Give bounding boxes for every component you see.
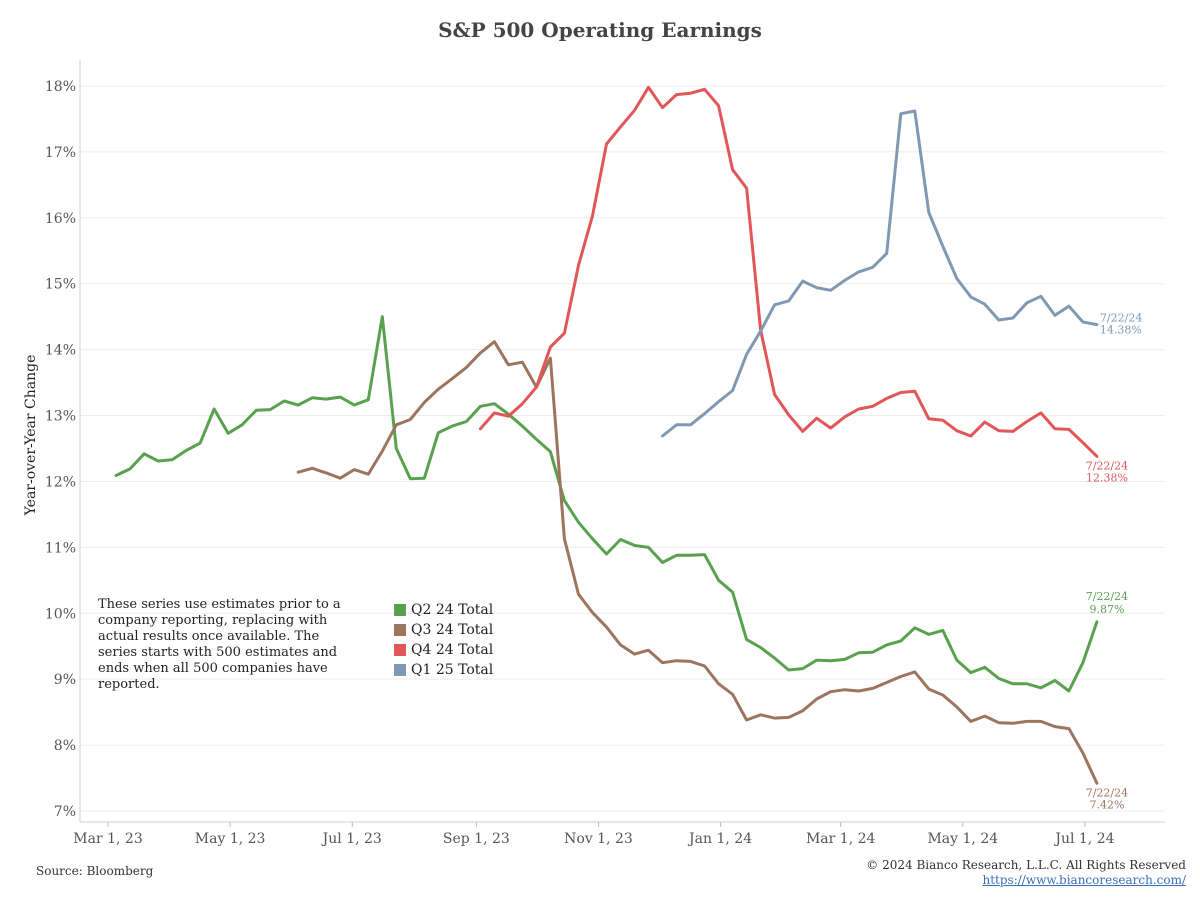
legend-swatch bbox=[394, 664, 406, 676]
legend: Q2 24 Total Q3 24 Total Q4 24 Total Q1 2… bbox=[394, 600, 493, 680]
series-line-q3-24-total bbox=[296, 340, 1099, 785]
x-tick-label: Jul 1, 24 bbox=[1053, 831, 1114, 847]
end-label-value: 14.38% bbox=[1100, 324, 1142, 337]
y-tick-label: 18% bbox=[45, 79, 76, 95]
legend-swatch bbox=[394, 624, 406, 636]
series-line-q1-25-total bbox=[661, 109, 1099, 438]
website-link[interactable]: https://www.biancoresearch.com/ bbox=[982, 873, 1186, 887]
gridlines bbox=[80, 85, 1165, 812]
legend-swatch bbox=[394, 644, 406, 656]
y-tick-label: 16% bbox=[45, 211, 76, 227]
end-label-date: 7/22/24 bbox=[1086, 459, 1128, 472]
x-tick-label: May 1, 23 bbox=[195, 831, 266, 847]
y-axis-label: Year-over-Year Change bbox=[23, 355, 39, 517]
y-tick-label: 9% bbox=[54, 672, 76, 688]
y-tick-label: 13% bbox=[45, 409, 76, 425]
x-tick-label: Sep 1, 23 bbox=[443, 831, 510, 847]
y-tick-label: 15% bbox=[45, 277, 76, 293]
legend-label: Q1 25 Total bbox=[411, 662, 494, 678]
x-tick-label: Mar 1, 23 bbox=[73, 831, 142, 847]
end-label-value: 7.42% bbox=[1089, 798, 1124, 811]
copyright-block: © 2024 Bianco Research, L.L.C. All Right… bbox=[866, 858, 1186, 888]
y-tick-label: 12% bbox=[45, 474, 76, 490]
series-line-q2-24-total bbox=[114, 315, 1099, 693]
end-label-value: 9.87% bbox=[1089, 603, 1124, 616]
legend-item-q3: Q3 24 Total bbox=[394, 620, 493, 640]
copyright-text: © 2024 Bianco Research, L.L.C. All Right… bbox=[866, 858, 1186, 872]
legend-label: Q3 24 Total bbox=[411, 622, 494, 638]
chart-note: These series use estimates prior to a co… bbox=[98, 597, 341, 692]
x-tick-label: May 1, 24 bbox=[927, 831, 998, 847]
legend-label: Q2 24 Total bbox=[411, 602, 494, 618]
x-tick-label: Jul 1, 23 bbox=[321, 831, 382, 847]
legend-item-q1: Q1 25 Total bbox=[394, 660, 493, 680]
end-labels: 7/22/249.87%7/22/247.42%7/22/2412.38%7/2… bbox=[1086, 312, 1143, 812]
legend-label: Q4 24 Total bbox=[411, 642, 494, 658]
series-line-q4-24-total bbox=[478, 85, 1099, 458]
axes: 7% 8% 9% 10% 11% 12% 13% 14% 15% 16% 17% 18% Mar 1, … bbox=[45, 60, 1165, 847]
x-tick-label: Nov 1, 23 bbox=[564, 831, 633, 847]
y-tick-label: 8% bbox=[54, 738, 76, 754]
y-tick-label: 14% bbox=[45, 343, 76, 359]
x-tick-label: Mar 1, 24 bbox=[806, 831, 876, 847]
legend-item-q2: Q2 24 Total bbox=[394, 600, 493, 620]
end-label-date: 7/22/24 bbox=[1086, 786, 1128, 799]
series-lines bbox=[114, 85, 1099, 785]
chart-title: S&P 500 Operating Earnings bbox=[438, 18, 762, 42]
y-tick-label: 17% bbox=[45, 145, 76, 161]
source-note: Source: Bloomberg bbox=[36, 864, 154, 878]
y-tick-label: 11% bbox=[45, 540, 76, 556]
end-label-date: 7/22/24 bbox=[1086, 590, 1128, 603]
x-tick-label: Jan 1, 24 bbox=[687, 831, 752, 847]
end-label-value: 12.38% bbox=[1086, 471, 1128, 484]
end-label-date: 7/22/24 bbox=[1100, 312, 1142, 325]
legend-swatch bbox=[394, 604, 406, 616]
legend-item-q4: Q4 24 Total bbox=[394, 640, 493, 660]
y-tick-label: 10% bbox=[45, 606, 76, 622]
y-tick-label: 7% bbox=[54, 804, 76, 820]
